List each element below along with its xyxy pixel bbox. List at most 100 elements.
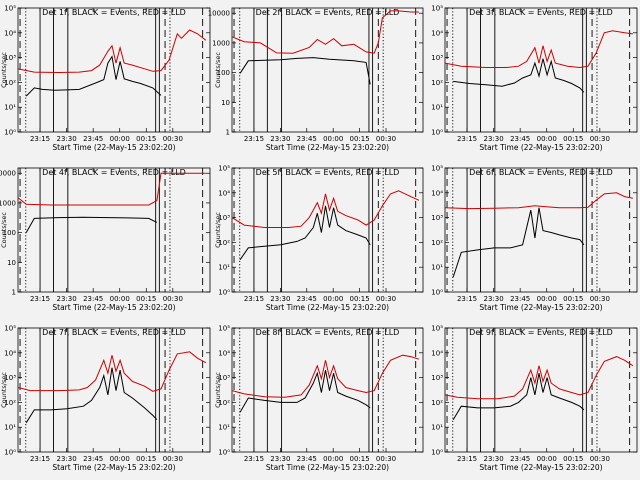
x-tick-label: 23:45	[297, 135, 317, 143]
y-tick-label: 10²	[431, 79, 443, 87]
y-tick-label: 1	[12, 289, 16, 297]
x-tick-label: 23:30	[57, 135, 77, 143]
lld-series-line	[232, 190, 420, 228]
y-tick-label: 10³	[218, 214, 230, 222]
events-series-line	[239, 57, 371, 85]
y-tick-label: 10¹	[4, 104, 16, 112]
y-tick-label: 10¹	[4, 424, 16, 432]
y-tick-label: 10⁵	[431, 165, 443, 173]
y-tick-label: 10¹	[431, 104, 443, 112]
x-tick-label: 00:30	[590, 135, 610, 143]
marker-lines	[233, 8, 417, 132]
x-tick-label: 23:15	[457, 295, 477, 303]
series-group	[445, 356, 634, 420]
x-axis-label: Start Time (22-May-15 23:02:20)	[266, 303, 389, 312]
x-tick-label: 23:15	[244, 455, 264, 463]
marker-lines	[446, 328, 631, 452]
marker-lines	[233, 168, 417, 292]
y-tick-label: 10²	[4, 79, 16, 87]
x-tick-label: 23:30	[270, 455, 290, 463]
y-tick-label: 10⁴	[431, 29, 443, 37]
y-tick-label: 10¹	[218, 264, 230, 272]
panel-det-6: Det 6f, BLACK = Events, RED = LLD 23:15 23…	[431, 165, 638, 312]
x-tick-label: 23:30	[57, 455, 77, 463]
marker-lines	[446, 8, 631, 132]
y-tick-label: 10⁴	[431, 189, 443, 197]
events-series-line	[25, 216, 158, 233]
x-tick-label: 23:45	[510, 295, 530, 303]
x-tick-label: 23:30	[484, 135, 504, 143]
x-tick-label: 23:45	[83, 455, 103, 463]
x-tick-label: 00:15	[350, 295, 370, 303]
chart-title: Det 2f, BLACK = Events, RED = LLD	[256, 8, 400, 17]
x-tick-label: 23:30	[484, 455, 504, 463]
panel-det-4: Det 4f, BLACK = Events, RED = LLD 23:15 23…	[0, 167, 211, 312]
y-tick-label: 10⁰	[4, 449, 16, 457]
lld-series-line	[18, 172, 206, 206]
plot-frame	[231, 7, 424, 133]
lld-series-line	[445, 356, 634, 400]
events-series-line	[453, 58, 585, 93]
x-tick-label: 23:30	[57, 295, 77, 303]
y-tick-label: 10¹	[218, 424, 230, 432]
y-axis-label: Counts/sec	[0, 212, 8, 248]
plot-frame	[17, 167, 211, 293]
y-tick-label: 10⁰	[431, 129, 443, 137]
y-tick-label: 10⁰	[431, 289, 443, 297]
x-axis-label: Start Time (22-May-15 23:02:20)	[479, 463, 602, 472]
marker-lines	[19, 328, 204, 452]
chart-title: Det 1f, BLACK = Events, RED = LLD	[42, 8, 186, 17]
x-axis-label: Start Time (22-May-15 23:02:20)	[266, 143, 389, 152]
marker-lines	[446, 168, 631, 292]
x-tick-label: 23:15	[30, 135, 50, 143]
y-tick-label: 10²	[218, 239, 230, 247]
y-tick-label: 10⁰	[431, 449, 443, 457]
x-tick-label: 00:15	[136, 135, 156, 143]
x-axis-label: Start Time (22-May-15 23:02:20)	[479, 303, 602, 312]
x-tick-label: 00:00	[110, 295, 130, 303]
x-tick-label: 23:45	[297, 295, 317, 303]
y-tick-label: 10⁰	[218, 449, 230, 457]
events-series-line	[452, 373, 585, 420]
y-tick-label: 1	[226, 129, 230, 137]
x-tick-label: 23:15	[244, 295, 264, 303]
panel-det-2: Det 2f, BLACK = Events, RED = LLD 23:15 23…	[208, 7, 424, 152]
marker-lines	[19, 8, 204, 132]
y-tick-label: 10⁴	[4, 349, 16, 357]
series-group	[232, 354, 420, 413]
x-tick-label: 23:15	[30, 455, 50, 463]
y-tick-label: 100	[3, 229, 16, 237]
plot-frame	[231, 327, 424, 453]
y-tick-label: 10000	[0, 170, 16, 178]
x-tick-label: 00:00	[537, 455, 557, 463]
y-tick-label: 10¹	[431, 264, 443, 272]
x-tick-label: 23:15	[30, 295, 50, 303]
y-tick-label: 10³	[4, 54, 16, 62]
x-tick-label: 00:30	[163, 135, 183, 143]
x-tick-label: 00:30	[376, 455, 396, 463]
y-tick-label: 10000	[208, 10, 230, 18]
series-group	[18, 172, 206, 233]
x-tick-label: 00:30	[163, 455, 183, 463]
y-tick-label: 10³	[431, 374, 443, 382]
series-group	[232, 10, 419, 85]
x-tick-label: 00:00	[323, 295, 343, 303]
events-series-line	[452, 207, 585, 278]
panel-det-5: Det 5f, BLACK = Events, RED = LLD 23:15 23…	[214, 165, 424, 312]
y-tick-label: 10³	[218, 374, 230, 382]
y-tick-label: 1000	[212, 39, 230, 47]
lld-series-line	[232, 10, 419, 54]
marker-lines	[19, 168, 204, 292]
chart-title: Det 4f, BLACK = Events, RED = LLD	[42, 168, 186, 177]
x-tick-label: 23:15	[244, 135, 264, 143]
x-tick-label: 00:00	[110, 455, 130, 463]
x-tick-label: 00:00	[537, 295, 557, 303]
x-tick-label: 00:30	[376, 135, 396, 143]
y-tick-label: 10⁴	[4, 29, 16, 37]
y-tick-label: 10⁵	[431, 5, 443, 13]
x-tick-label: 23:45	[510, 135, 530, 143]
x-tick-label: 23:15	[457, 135, 477, 143]
y-tick-label: 10²	[431, 399, 443, 407]
panel-det-9: Det 9f, BLACK = Events, RED = LLD 23:15 23…	[431, 325, 638, 472]
